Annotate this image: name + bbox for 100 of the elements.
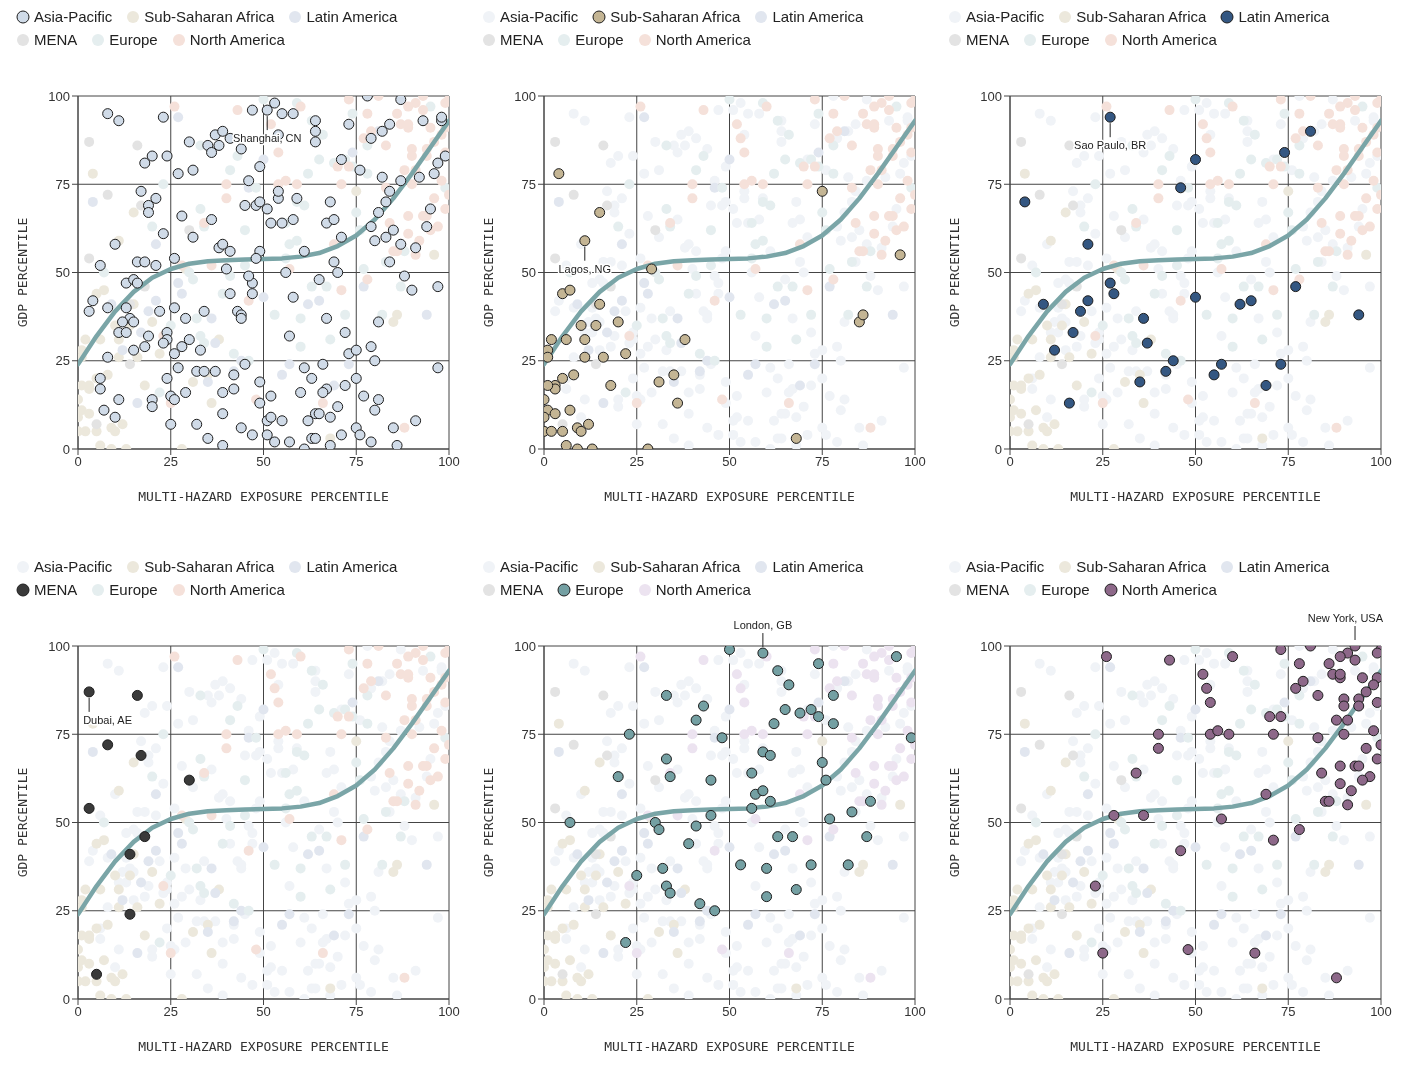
point	[794, 707, 806, 719]
point	[813, 147, 824, 158]
point	[188, 274, 199, 285]
point	[1157, 715, 1168, 726]
point	[846, 256, 857, 267]
point	[1042, 426, 1053, 437]
point	[709, 905, 721, 917]
x-tick-label: 100	[904, 1004, 926, 1020]
point	[1223, 785, 1234, 796]
point	[616, 295, 627, 306]
x-axis-title: MULTI-HAZARD EXPOSURE PERCENTILE	[1070, 489, 1321, 504]
point	[328, 930, 339, 941]
point	[95, 440, 106, 449]
point	[1064, 352, 1075, 363]
legend-label: Asia-Pacific	[34, 8, 113, 25]
point	[544, 379, 554, 391]
x-tick-label: 75	[815, 454, 830, 470]
legend-label: MENA	[500, 31, 544, 48]
point	[143, 306, 154, 317]
point	[691, 271, 702, 282]
y-axis-title: GDP PERCENTILE	[946, 767, 962, 878]
point	[1097, 320, 1108, 331]
point	[1030, 817, 1041, 828]
point	[1116, 775, 1127, 786]
point	[1037, 298, 1049, 310]
point	[553, 168, 565, 180]
point	[173, 828, 184, 839]
point	[139, 831, 151, 843]
point	[1045, 334, 1056, 345]
point	[612, 316, 624, 328]
point	[351, 736, 362, 747]
point	[705, 774, 717, 786]
point	[1290, 813, 1301, 824]
point	[1067, 327, 1079, 339]
point	[429, 799, 440, 810]
point	[698, 700, 710, 712]
point	[639, 828, 650, 839]
point	[661, 140, 672, 151]
y-tick-label: 0	[528, 991, 536, 1007]
point	[672, 397, 684, 409]
point	[1045, 785, 1056, 796]
point	[188, 824, 199, 835]
point	[147, 221, 158, 232]
point	[98, 817, 109, 828]
x-tick-label: 25	[163, 1004, 178, 1020]
annotation: Lagos, NG	[558, 262, 612, 275]
point	[605, 379, 617, 391]
point	[80, 334, 91, 345]
point	[768, 718, 780, 730]
legend-label: Sub-Saharan Africa	[1076, 558, 1207, 575]
point	[150, 789, 161, 800]
point	[1279, 658, 1290, 669]
point	[1164, 701, 1175, 712]
point	[579, 351, 591, 363]
point	[572, 849, 583, 860]
x-tick-label: 0	[540, 454, 548, 470]
point	[1082, 238, 1094, 250]
point	[660, 753, 672, 765]
point	[139, 380, 150, 391]
point	[690, 714, 702, 726]
point	[816, 756, 828, 768]
point	[1012, 884, 1023, 895]
point	[1108, 838, 1119, 849]
point	[1104, 277, 1116, 289]
point	[1249, 679, 1260, 690]
point	[594, 206, 606, 218]
point	[1231, 750, 1242, 761]
point	[1160, 348, 1171, 359]
point	[664, 887, 676, 899]
point	[340, 309, 351, 320]
point	[639, 662, 650, 673]
point	[1079, 866, 1090, 877]
y-axis-title: GDP PERCENTILE	[946, 217, 962, 328]
point	[791, 983, 802, 994]
annotation: London, GB	[733, 619, 793, 632]
point	[228, 348, 239, 359]
point	[269, 309, 280, 320]
y-tick-label: 75	[55, 176, 70, 192]
point	[183, 774, 195, 786]
point	[132, 948, 143, 959]
point	[598, 140, 609, 151]
point	[828, 168, 839, 179]
point	[842, 859, 854, 871]
y-tick-label: 0	[528, 441, 536, 457]
point	[790, 884, 802, 896]
point	[642, 288, 653, 299]
point	[1257, 983, 1268, 994]
legend-label: MENA	[966, 581, 1010, 598]
point	[757, 647, 769, 659]
point	[243, 905, 254, 916]
point	[746, 767, 758, 779]
point	[590, 870, 601, 881]
point	[380, 806, 391, 817]
y-tick-label: 50	[55, 815, 70, 831]
point	[1030, 285, 1041, 296]
point	[358, 813, 369, 824]
point	[395, 281, 406, 292]
point	[905, 732, 915, 744]
legend-label: North America	[1121, 31, 1217, 48]
point	[78, 380, 87, 391]
